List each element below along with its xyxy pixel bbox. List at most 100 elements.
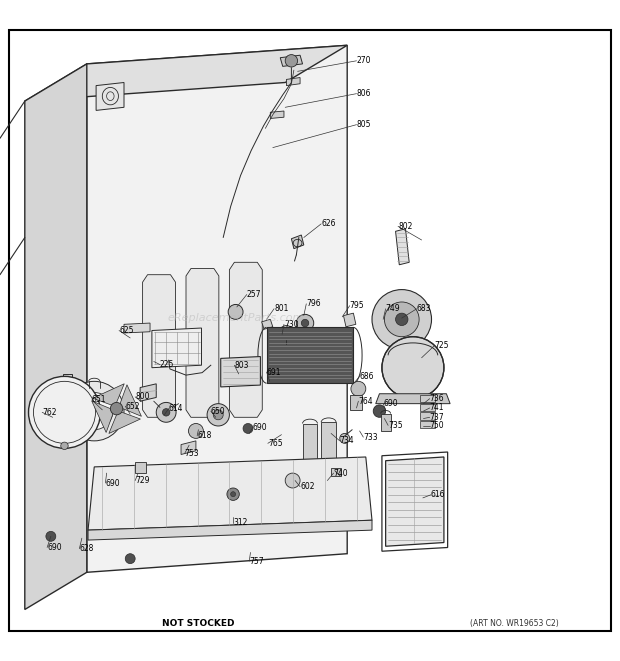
Text: 616: 616: [431, 490, 445, 499]
Text: 753: 753: [185, 449, 200, 458]
Bar: [420, 404, 435, 411]
Text: 602: 602: [300, 483, 314, 491]
Circle shape: [125, 554, 135, 564]
Polygon shape: [221, 356, 260, 387]
Circle shape: [340, 434, 350, 444]
Text: 741: 741: [430, 403, 444, 412]
Bar: [350, 395, 362, 410]
Circle shape: [156, 403, 176, 422]
Polygon shape: [109, 412, 141, 434]
Text: 800: 800: [135, 393, 149, 401]
Circle shape: [382, 336, 444, 399]
Polygon shape: [286, 77, 300, 86]
Bar: [381, 414, 391, 431]
Text: 614: 614: [169, 404, 183, 413]
Text: 730: 730: [284, 320, 299, 329]
Text: 736: 736: [430, 394, 445, 403]
Polygon shape: [381, 315, 392, 329]
Bar: [303, 424, 317, 479]
Text: 652: 652: [125, 402, 140, 410]
Circle shape: [372, 290, 432, 349]
Circle shape: [285, 55, 298, 67]
Circle shape: [228, 305, 243, 319]
Polygon shape: [88, 520, 372, 540]
Text: 740: 740: [334, 469, 348, 478]
Bar: [267, 327, 353, 383]
Circle shape: [64, 381, 124, 441]
Polygon shape: [262, 319, 273, 329]
Text: 737: 737: [430, 413, 445, 422]
Circle shape: [227, 488, 239, 500]
Polygon shape: [143, 275, 175, 417]
Text: 801: 801: [274, 304, 288, 313]
Text: 225: 225: [160, 360, 174, 369]
Text: 257: 257: [247, 290, 261, 299]
Polygon shape: [280, 56, 303, 66]
Circle shape: [279, 325, 294, 340]
Text: 270: 270: [356, 56, 371, 65]
Text: 626: 626: [321, 219, 335, 228]
Circle shape: [61, 442, 68, 449]
Text: 764: 764: [358, 397, 373, 406]
Text: 650: 650: [211, 407, 226, 416]
Text: 750: 750: [430, 422, 445, 430]
Text: 725: 725: [434, 342, 448, 350]
Text: 734: 734: [340, 436, 355, 446]
Text: 690: 690: [105, 479, 120, 488]
Circle shape: [373, 405, 386, 417]
Circle shape: [301, 319, 309, 327]
Text: 686: 686: [360, 372, 374, 381]
Text: 762: 762: [42, 408, 56, 417]
Bar: [135, 462, 146, 473]
Text: 618: 618: [197, 432, 211, 440]
Circle shape: [243, 424, 253, 434]
Circle shape: [396, 313, 408, 325]
Text: 806: 806: [356, 89, 371, 98]
Polygon shape: [25, 64, 87, 609]
Polygon shape: [25, 46, 347, 101]
Polygon shape: [386, 457, 444, 546]
Circle shape: [285, 473, 300, 488]
Polygon shape: [88, 457, 372, 530]
Text: 729: 729: [135, 476, 149, 485]
Text: eReplacementParts.com: eReplacementParts.com: [167, 313, 304, 323]
Polygon shape: [140, 384, 156, 401]
Circle shape: [351, 381, 366, 396]
Circle shape: [384, 302, 419, 336]
Circle shape: [296, 315, 314, 332]
Text: 733: 733: [363, 433, 378, 442]
Circle shape: [162, 408, 170, 416]
Circle shape: [102, 469, 112, 479]
Polygon shape: [152, 328, 202, 368]
Polygon shape: [92, 384, 124, 405]
Text: 690: 690: [47, 543, 62, 552]
Bar: [321, 422, 336, 478]
Circle shape: [76, 393, 113, 430]
Polygon shape: [181, 441, 196, 455]
Polygon shape: [270, 111, 284, 118]
Circle shape: [29, 376, 100, 448]
Circle shape: [110, 403, 123, 415]
Bar: [331, 468, 341, 475]
Text: 749: 749: [386, 304, 401, 313]
Polygon shape: [376, 394, 450, 404]
Text: NOT STOCKED: NOT STOCKED: [162, 619, 234, 628]
Bar: [420, 421, 435, 428]
Polygon shape: [120, 385, 141, 416]
Polygon shape: [186, 268, 219, 417]
Text: 628: 628: [79, 544, 94, 553]
Polygon shape: [343, 313, 356, 327]
Text: (ART NO. WR19653 C2): (ART NO. WR19653 C2): [470, 619, 559, 628]
Polygon shape: [396, 229, 409, 265]
Polygon shape: [63, 374, 72, 436]
Text: 803: 803: [234, 361, 249, 369]
Text: 802: 802: [398, 222, 412, 231]
Text: 690: 690: [383, 399, 398, 408]
Bar: [420, 412, 435, 420]
Circle shape: [207, 404, 229, 426]
Text: 625: 625: [119, 326, 133, 335]
Text: 765: 765: [268, 439, 283, 448]
Circle shape: [46, 531, 56, 541]
Polygon shape: [92, 401, 113, 432]
Text: 691: 691: [267, 368, 281, 377]
